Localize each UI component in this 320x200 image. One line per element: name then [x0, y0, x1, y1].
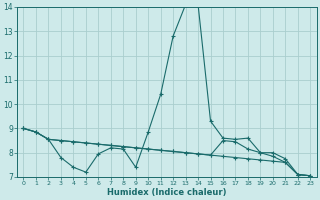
X-axis label: Humidex (Indice chaleur): Humidex (Indice chaleur)	[107, 188, 227, 197]
